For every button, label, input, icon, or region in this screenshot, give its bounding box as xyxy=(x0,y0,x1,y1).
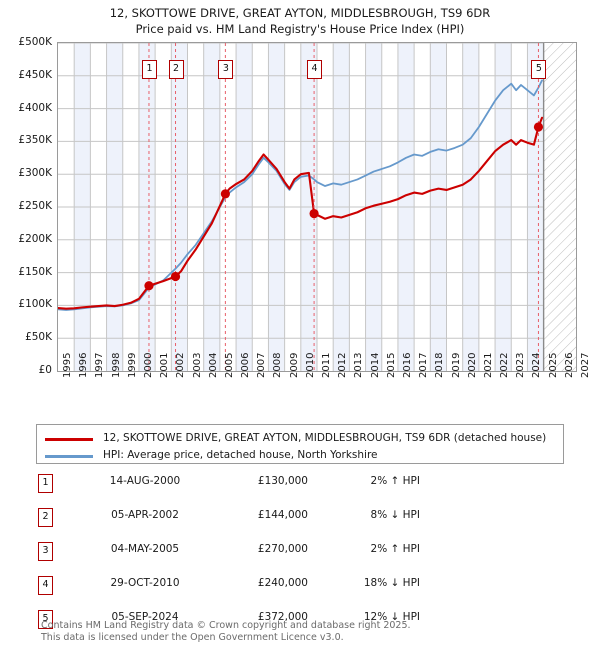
x-tick-label: 2014 xyxy=(369,352,381,378)
y-tick-label: £100K xyxy=(18,298,52,311)
row-date: 05-SEP-2024 xyxy=(111,611,179,623)
x-tick-label: 2005 xyxy=(223,352,235,378)
y-axis-labels: £0 £50K £100K £150K £200K £250K £300K £350K £400… xyxy=(0,36,600,376)
legend-label: HPI: Average price, detached house, Nort… xyxy=(103,449,378,461)
x-tick-label: 2009 xyxy=(288,352,300,378)
x-tick-label: 2023 xyxy=(515,352,527,378)
x-tick-label: 1999 xyxy=(126,352,138,378)
x-tick-label: 2020 xyxy=(466,352,478,378)
table-row[interactable]: 3 04-MAY-2005 £270,000 2% ↑ HPI xyxy=(38,540,578,574)
x-axis-labels: 1995 1996 1997 1998 1999 2000 2001 2002 2003 2004… xyxy=(57,353,591,422)
x-tick-label: 2017 xyxy=(418,352,430,378)
x-tick-label: 2022 xyxy=(499,352,511,378)
chart-marker-4[interactable]: 4 xyxy=(307,60,323,79)
row-index-badge: 3 xyxy=(38,542,53,561)
x-tick-label: 2016 xyxy=(401,352,413,378)
x-tick-label: 2015 xyxy=(385,352,397,378)
row-hpi-delta: 18% ↓ HPI xyxy=(363,577,420,589)
table-row[interactable]: 4 29-OCT-2010 £240,000 18% ↓ HPI xyxy=(38,574,578,608)
y-tick-label: £200K xyxy=(18,232,52,245)
price-chart: £0 £50K £100K £150K £200K £250K £300K £350K £400… xyxy=(0,36,600,378)
y-tick-label: £300K xyxy=(18,167,52,180)
x-tick-label: 2007 xyxy=(256,352,268,378)
x-tick-label: 2004 xyxy=(207,352,219,378)
x-tick-label: 2021 xyxy=(482,352,494,378)
row-date: 14-AUG-2000 xyxy=(109,475,181,487)
title-line-1: 12, SKOTTOWE DRIVE, GREAT AYTON, MIDDLES… xyxy=(109,6,491,20)
x-tick-label: 2019 xyxy=(450,352,462,378)
y-tick-label: £50K xyxy=(25,331,52,344)
row-date: 05-APR-2002 xyxy=(111,509,179,521)
x-tick-label: 2008 xyxy=(272,352,284,378)
x-tick-label: 2018 xyxy=(434,352,446,378)
x-tick-label: 1997 xyxy=(94,352,106,378)
y-tick-label: £450K xyxy=(18,68,52,81)
chart-marker-3[interactable]: 3 xyxy=(218,60,234,79)
x-tick-label: 2001 xyxy=(159,352,171,378)
chart-legend: 12, SKOTTOWE DRIVE, GREAT AYTON, MIDDLES… xyxy=(36,424,564,464)
row-index-badge: 2 xyxy=(38,508,53,527)
legend-label: 12, SKOTTOWE DRIVE, GREAT AYTON, MIDDLES… xyxy=(103,432,547,444)
footer-attribution: Contains HM Land Registry data © Crown c… xyxy=(41,620,581,643)
row-index-badge: 5 xyxy=(38,610,53,629)
y-tick-label: £250K xyxy=(18,200,52,212)
row-price: £240,000 xyxy=(257,577,308,589)
x-tick-label: 2012 xyxy=(337,352,349,378)
chart-marker-5[interactable]: 5 xyxy=(531,60,547,79)
legend-color-swatch xyxy=(45,438,93,441)
y-tick-label: £350K xyxy=(18,134,52,147)
row-price: £372,000 xyxy=(257,611,308,623)
x-tick-label: 2010 xyxy=(304,352,316,378)
x-tick-label: 2000 xyxy=(142,352,154,378)
row-hpi-delta: 2% ↑ HPI xyxy=(370,475,420,487)
footer-line-1: Contains HM Land Registry data © Crown c… xyxy=(41,620,411,631)
row-index-badge: 4 xyxy=(38,576,53,595)
x-tick-label: 2002 xyxy=(175,352,187,378)
page-title: 12, SKOTTOWE DRIVE, GREAT AYTON, MIDDLES… xyxy=(0,0,600,37)
x-tick-label: 2025 xyxy=(547,352,559,378)
chart-marker-2[interactable]: 2 xyxy=(168,60,184,79)
row-date: 29-OCT-2010 xyxy=(110,577,180,589)
row-hpi-delta: 8% ↓ HPI xyxy=(370,509,420,521)
transactions-table: 1 14-AUG-2000 £130,000 2% ↑ HPI 2 05-APR-2002… xyxy=(38,472,578,642)
y-tick-label: £400K xyxy=(18,101,52,114)
table-row[interactable]: 2 05-APR-2002 £144,000 8% ↓ HPI xyxy=(38,506,578,540)
x-tick-label: 2024 xyxy=(531,352,543,378)
x-tick-label: 2006 xyxy=(240,352,252,378)
table-row[interactable]: 1 14-AUG-2000 £130,000 2% ↑ HPI xyxy=(38,472,578,506)
chart-marker-1[interactable]: 1 xyxy=(141,60,157,79)
row-price: £270,000 xyxy=(257,543,308,555)
x-tick-label: 1998 xyxy=(110,352,122,378)
row-price: £130,000 xyxy=(257,475,308,487)
y-tick-label: £0 xyxy=(38,364,52,376)
row-hpi-delta: 12% ↓ HPI xyxy=(363,611,420,623)
y-tick-label: £150K xyxy=(18,265,52,278)
row-price: £144,000 xyxy=(257,509,308,521)
footer-line-2: This data is licensed under the Open Gov… xyxy=(41,631,344,643)
x-tick-label: 2003 xyxy=(191,352,203,378)
table-row[interactable]: 5 05-SEP-2024 £372,000 12% ↓ HPI xyxy=(38,608,578,642)
x-tick-label: 2027 xyxy=(580,352,591,378)
plot-area xyxy=(56,42,577,372)
row-hpi-delta: 2% ↑ HPI xyxy=(370,543,420,555)
x-tick-label: 2013 xyxy=(353,352,365,378)
chart-svg xyxy=(56,42,576,371)
x-tick-label: 2026 xyxy=(563,352,575,378)
title-line-2: Price paid vs. HM Land Registry's House … xyxy=(135,22,465,36)
x-tick-label: 1995 xyxy=(62,352,73,378)
row-index-badge: 1 xyxy=(38,474,53,493)
x-tick-label: 1996 xyxy=(78,352,90,378)
x-tick-label: 2011 xyxy=(321,352,332,378)
row-date: 04-MAY-2005 xyxy=(110,543,180,555)
legend-color-swatch xyxy=(45,455,93,458)
y-tick-label: £500K xyxy=(18,36,52,48)
